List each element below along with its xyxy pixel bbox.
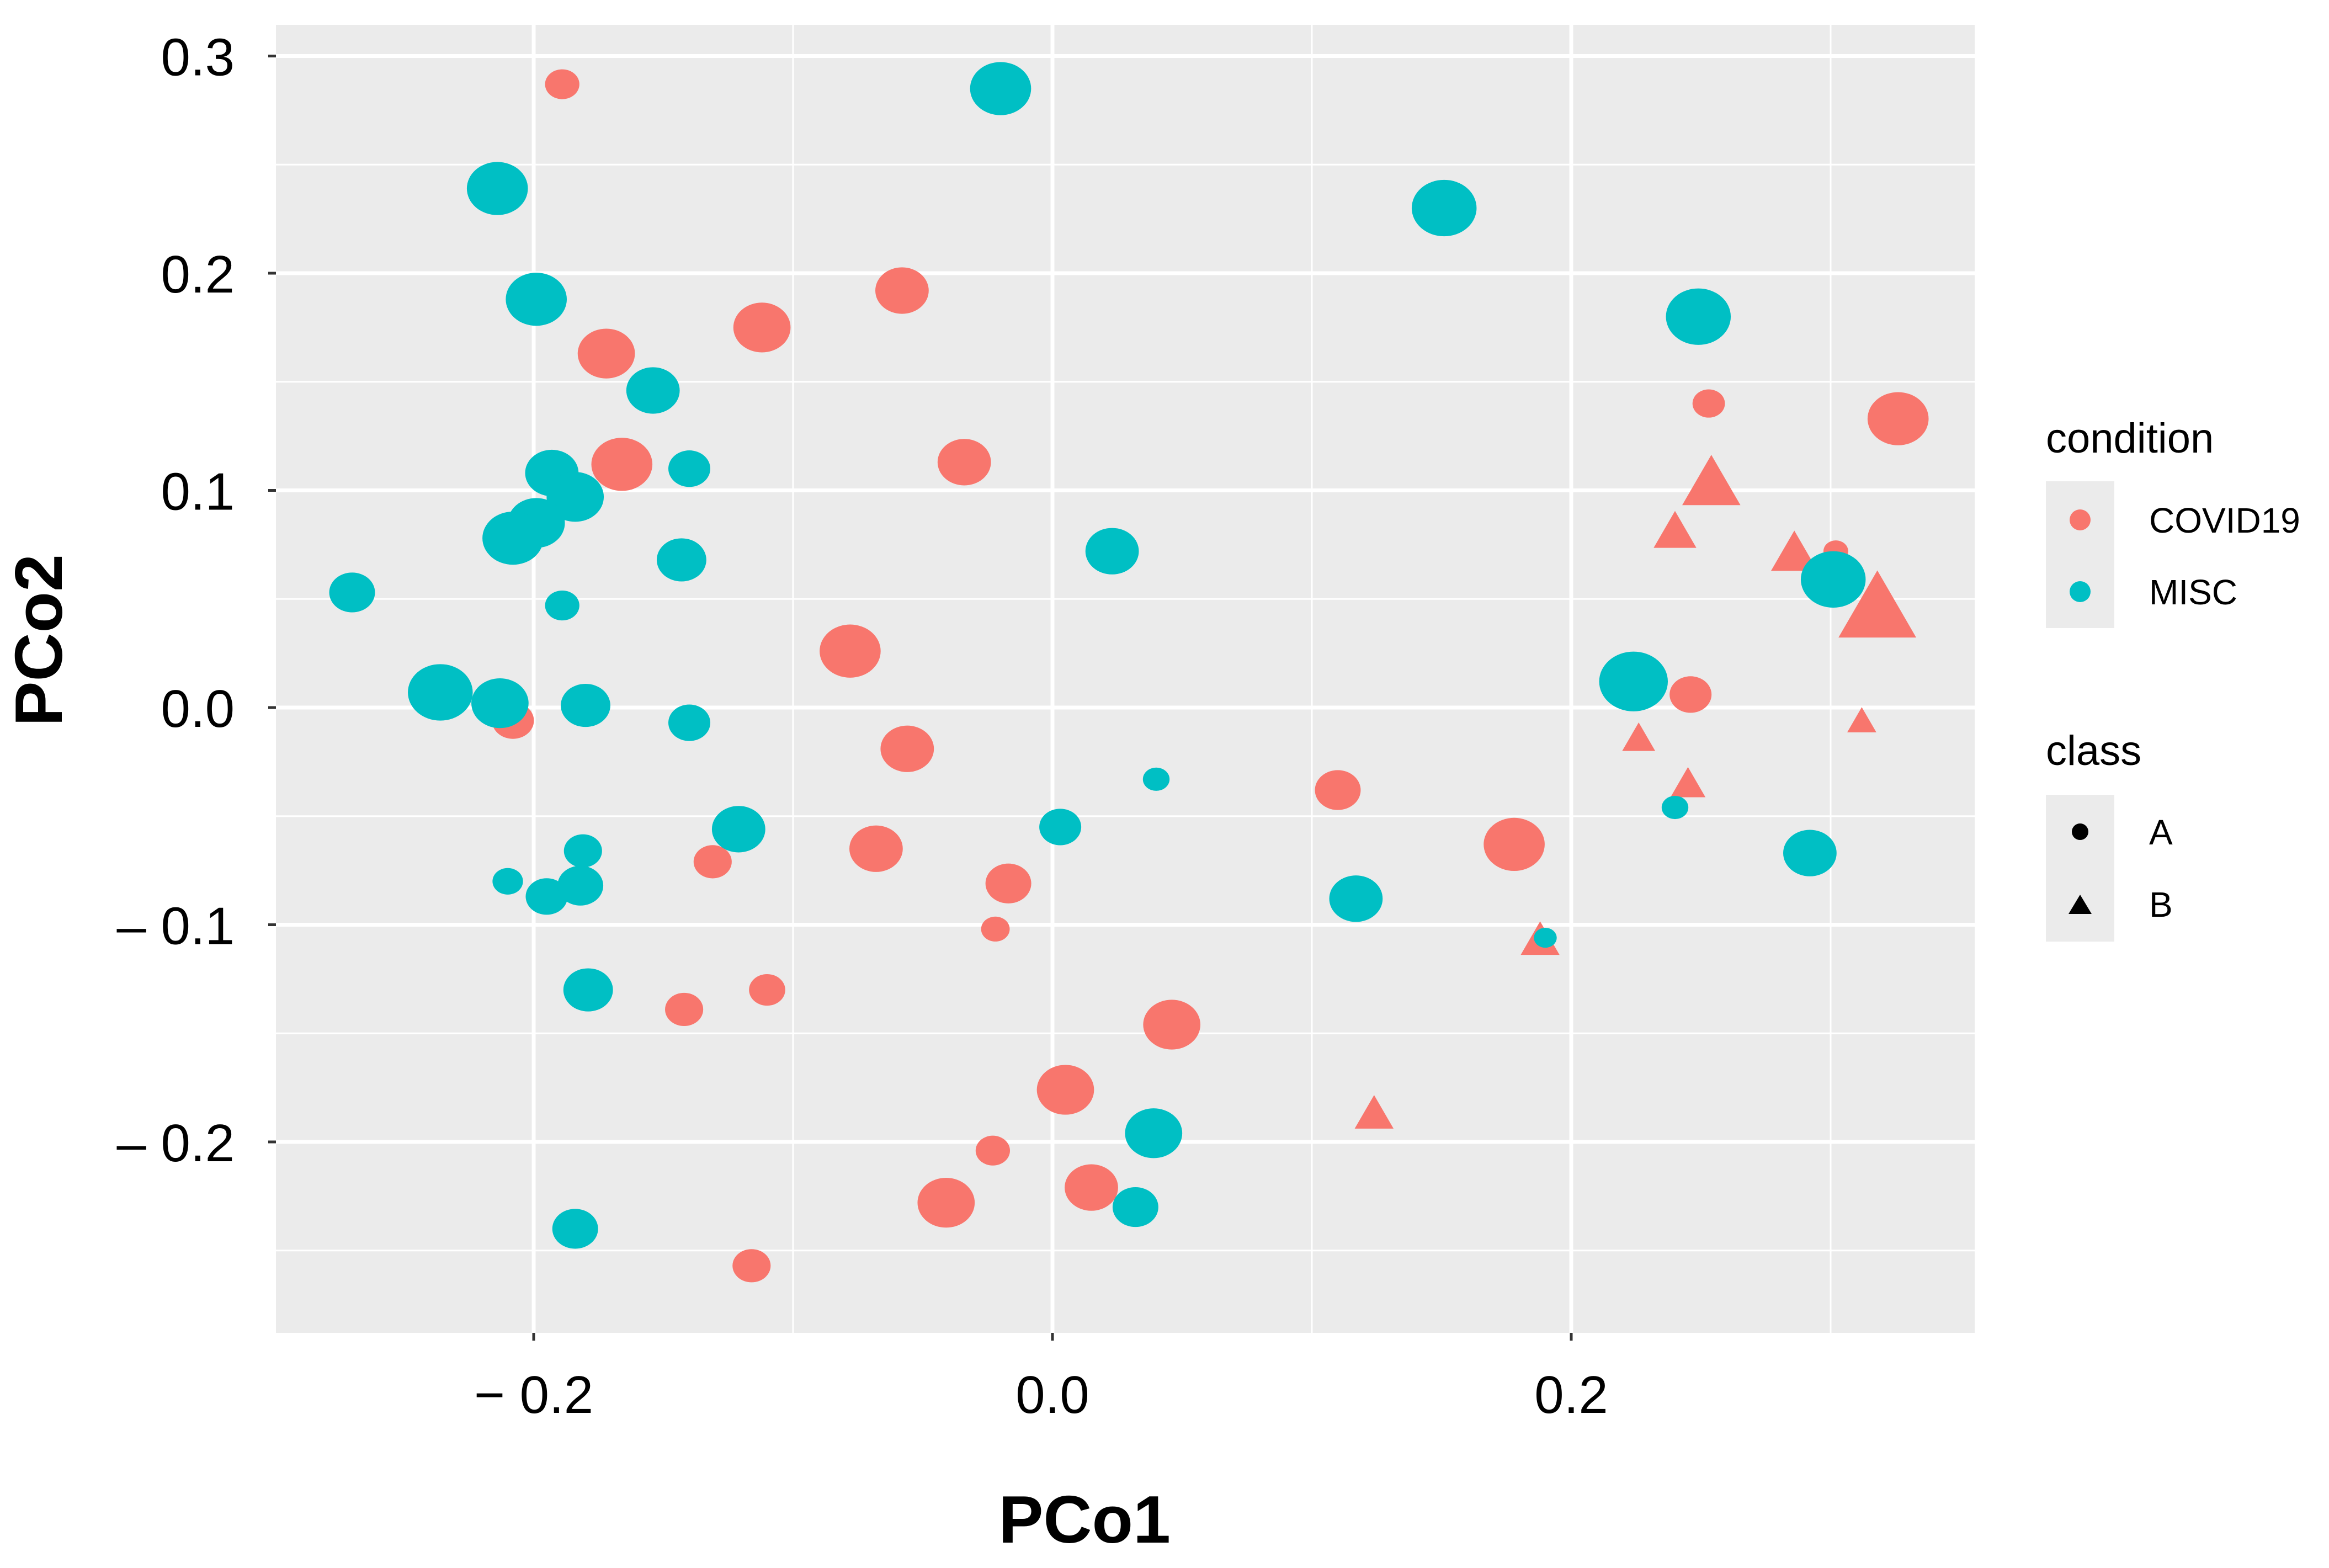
point-misc-circle bbox=[482, 511, 544, 565]
point-misc-circle bbox=[1112, 1187, 1158, 1227]
point-misc-circle bbox=[563, 834, 602, 868]
point-covid19-triangle bbox=[1670, 767, 1706, 798]
legend-condition-title: condition bbox=[2046, 415, 2214, 462]
point-covid19-circle bbox=[591, 438, 653, 491]
point-covid19-circle bbox=[665, 992, 704, 1027]
y-tick-label: 0.1 bbox=[161, 463, 235, 522]
point-covid19-triangle bbox=[1682, 455, 1741, 506]
point-misc-circle bbox=[1329, 875, 1383, 922]
point-covid19-circle bbox=[975, 1135, 1011, 1166]
point-covid19-triangle bbox=[1847, 707, 1876, 732]
point-misc-circle bbox=[408, 664, 473, 721]
point-misc-circle bbox=[1783, 830, 1837, 876]
point-misc-circle bbox=[1125, 1108, 1183, 1158]
point-covid19-circle bbox=[1143, 1000, 1201, 1050]
point-covid19-circle bbox=[820, 624, 881, 678]
point-misc-circle bbox=[1085, 528, 1139, 575]
point-misc-circle bbox=[1411, 179, 1477, 237]
legend-key-class-a bbox=[2072, 823, 2088, 840]
point-covid19-circle bbox=[1669, 676, 1712, 713]
point-misc-circle bbox=[668, 704, 711, 741]
point-misc-circle bbox=[1666, 288, 1731, 345]
legend-key-misc bbox=[2070, 581, 2091, 602]
point-misc-circle bbox=[1661, 795, 1689, 820]
point-misc-circle bbox=[506, 273, 567, 326]
point-covid19-circle bbox=[1692, 389, 1725, 418]
point-covid19-circle bbox=[693, 845, 732, 879]
point-misc-circle bbox=[1039, 809, 1082, 846]
y-tick-label: 0.0 bbox=[161, 679, 235, 738]
point-misc-circle bbox=[545, 590, 579, 621]
point-covid19-circle bbox=[732, 1249, 771, 1283]
x-tick-label: − 0.2 bbox=[474, 1365, 593, 1425]
point-covid19-circle bbox=[545, 69, 579, 99]
point-covid19-circle bbox=[1065, 1164, 1118, 1211]
point-covid19-circle bbox=[937, 439, 991, 486]
point-misc-circle bbox=[656, 538, 706, 582]
point-covid19-circle bbox=[880, 725, 934, 772]
point-covid19-circle bbox=[733, 302, 791, 353]
point-covid19-circle bbox=[577, 328, 635, 379]
x-tick-label: 0.0 bbox=[1015, 1365, 1089, 1425]
point-misc-circle bbox=[546, 472, 604, 522]
point-misc-circle bbox=[1599, 651, 1668, 711]
legend-class-title: class bbox=[2046, 727, 2141, 774]
point-misc-circle bbox=[711, 806, 765, 853]
legend-condition-keys-bg bbox=[2046, 481, 2114, 628]
point-misc-circle bbox=[466, 162, 528, 215]
minor-gridlines bbox=[276, 25, 1975, 1333]
legend-label-class-a: A bbox=[2149, 812, 2173, 852]
legend-label-covid19: COVID19 bbox=[2149, 501, 2300, 540]
point-covid19-circle bbox=[1483, 817, 1545, 871]
point-covid19-circle bbox=[749, 974, 785, 1006]
legend-key-class-b bbox=[2069, 895, 2092, 914]
y-tick-label: – 0.2 bbox=[116, 1114, 235, 1173]
point-misc-circle bbox=[492, 868, 523, 895]
legend-class-keys-bg bbox=[2046, 795, 2114, 942]
point-misc-circle bbox=[471, 678, 529, 729]
point-covid19-triangle bbox=[1770, 530, 1818, 571]
legend-label-class-b: B bbox=[2149, 885, 2173, 924]
point-covid19-circle bbox=[1867, 392, 1929, 445]
data-points bbox=[329, 62, 1929, 1283]
y-axis-title: PCo2 bbox=[1, 554, 76, 726]
point-covid19-circle bbox=[985, 863, 1031, 903]
point-misc-circle bbox=[552, 1209, 598, 1249]
point-covid19-circle bbox=[981, 916, 1010, 942]
point-misc-circle bbox=[1142, 767, 1170, 791]
legend-label-misc: MISC bbox=[2149, 572, 2237, 612]
point-covid19-circle bbox=[1315, 770, 1361, 810]
point-misc-circle bbox=[1800, 551, 1866, 608]
legend-key-covid19 bbox=[2070, 509, 2091, 530]
point-misc-circle bbox=[626, 367, 680, 414]
point-misc-circle bbox=[525, 878, 568, 915]
x-axis-title: PCo1 bbox=[998, 1482, 1171, 1557]
legend: condition COVID19 MISC class A B bbox=[2046, 415, 2300, 942]
point-misc-circle bbox=[668, 450, 711, 487]
point-misc-circle bbox=[557, 865, 604, 906]
point-covid19-triangle bbox=[1354, 1095, 1394, 1129]
point-covid19-triangle bbox=[1622, 722, 1656, 751]
y-tick-label: 0.2 bbox=[161, 245, 235, 304]
point-misc-circle bbox=[970, 62, 1031, 115]
point-covid19-circle bbox=[849, 825, 903, 872]
point-misc-circle bbox=[563, 968, 613, 1012]
point-covid19-triangle bbox=[1653, 511, 1697, 548]
x-tick-label: 0.2 bbox=[1534, 1365, 1608, 1425]
point-covid19-triangle bbox=[1838, 570, 1916, 638]
point-misc-circle bbox=[561, 683, 610, 727]
major-gridlines bbox=[276, 25, 1975, 1333]
point-misc-circle bbox=[329, 572, 375, 613]
y-tick-label: – 0.1 bbox=[116, 897, 235, 956]
y-axis-ticks: 0.3 0.2 0.1 0.0 – 0.1 – 0.2 bbox=[116, 28, 276, 1173]
x-axis-ticks: − 0.2 0.0 0.2 bbox=[474, 1333, 1608, 1425]
point-covid19-circle bbox=[875, 267, 929, 314]
point-covid19-circle bbox=[917, 1178, 975, 1228]
point-misc-circle bbox=[1534, 928, 1557, 948]
point-covid19-circle bbox=[1036, 1065, 1094, 1115]
y-tick-label: 0.3 bbox=[161, 28, 235, 87]
